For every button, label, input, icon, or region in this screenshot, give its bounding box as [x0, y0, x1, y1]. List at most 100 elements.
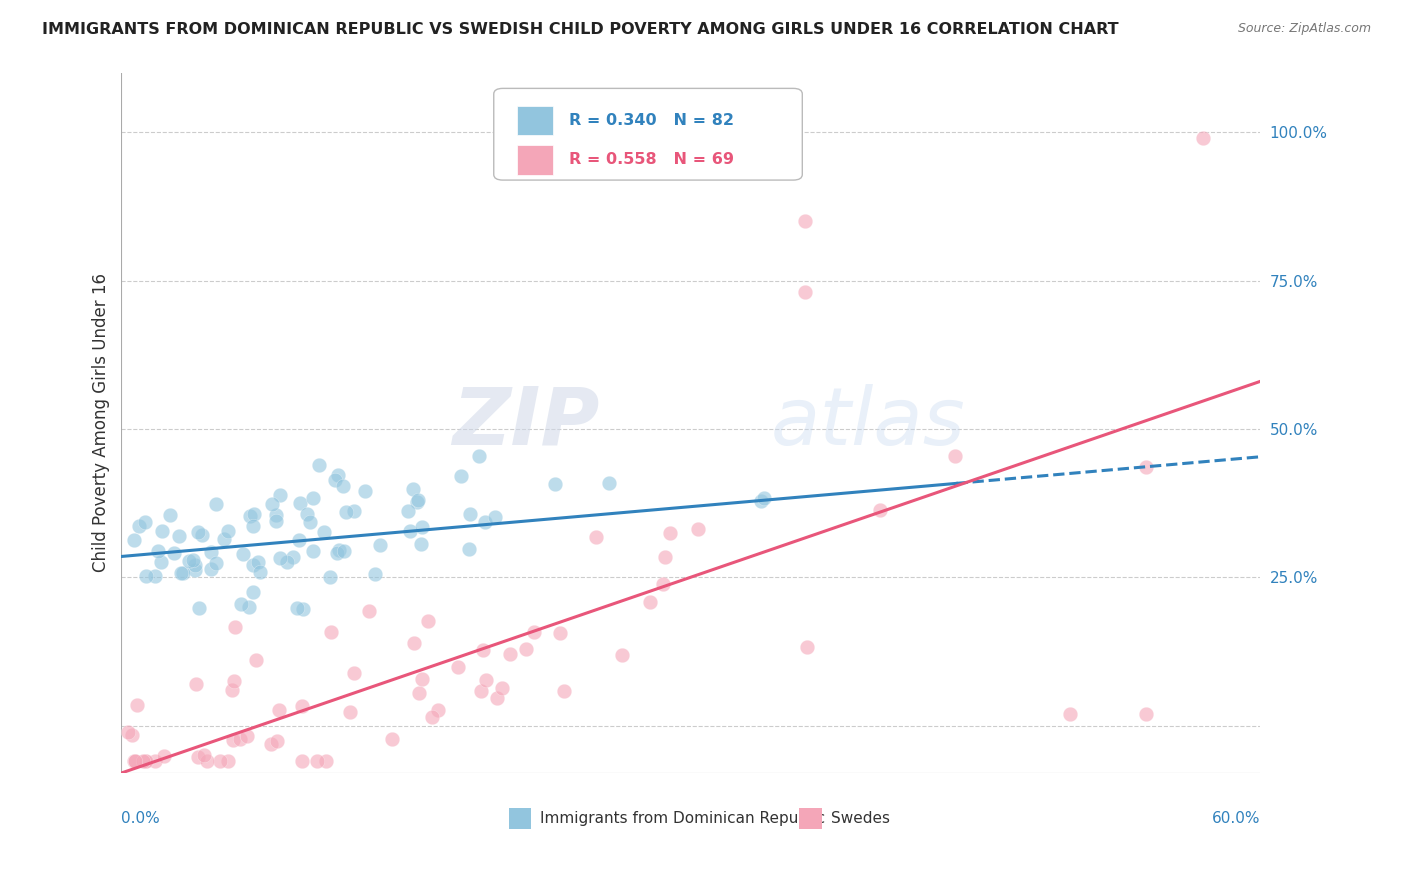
Point	[214, 532, 236, 546]
Point	[269, 488, 291, 502]
Point	[404, 636, 426, 650]
Point	[314, 524, 336, 539]
Point	[264, 508, 287, 522]
Point	[315, 754, 337, 768]
Y-axis label: Child Poverty Among Girls Under 16: Child Poverty Among Girls Under 16	[93, 274, 110, 573]
Text: atlas: atlas	[770, 384, 965, 462]
Point	[153, 748, 176, 763]
Point	[446, 660, 468, 674]
Point	[598, 475, 620, 490]
Text: Swedes: Swedes	[831, 811, 890, 826]
Point	[416, 614, 439, 628]
Point	[232, 547, 254, 561]
Point	[343, 504, 366, 518]
Point	[217, 754, 239, 768]
Point	[117, 724, 139, 739]
Point	[553, 684, 575, 698]
Point	[486, 690, 509, 705]
Point	[122, 533, 145, 547]
Point	[640, 595, 662, 609]
Point	[515, 642, 537, 657]
Point	[224, 620, 246, 634]
Text: IMMIGRANTS FROM DOMINICAN REPUBLIC VS SWEDISH CHILD POVERTY AMONG GIRLS UNDER 16: IMMIGRANTS FROM DOMINICAN REPUBLIC VS SW…	[42, 22, 1119, 37]
Point	[132, 754, 155, 768]
Point	[249, 565, 271, 579]
Point	[200, 562, 222, 576]
Point	[475, 673, 498, 687]
Point	[222, 732, 245, 747]
Point	[335, 505, 357, 519]
Point	[204, 497, 226, 511]
Point	[585, 530, 607, 544]
Point	[470, 683, 492, 698]
Point	[217, 524, 239, 538]
Point	[1135, 460, 1157, 475]
Point	[135, 754, 157, 768]
Point	[472, 643, 495, 657]
Point	[458, 542, 481, 557]
Point	[326, 546, 349, 560]
Point	[292, 601, 315, 615]
Point	[187, 750, 209, 764]
Point	[191, 528, 214, 542]
Point	[163, 546, 186, 560]
Point	[195, 754, 218, 768]
Point	[269, 551, 291, 566]
Point	[427, 703, 450, 717]
Point	[193, 747, 215, 762]
Point	[169, 529, 191, 543]
Text: ZIP: ZIP	[453, 384, 599, 462]
Point	[332, 479, 354, 493]
Point	[288, 496, 311, 510]
Point	[200, 545, 222, 559]
Point	[548, 626, 571, 640]
Point	[134, 516, 156, 530]
Point	[260, 737, 283, 751]
Point	[405, 495, 427, 509]
Point	[332, 544, 354, 558]
FancyBboxPatch shape	[494, 88, 803, 180]
Point	[1192, 131, 1215, 145]
Point	[262, 497, 284, 511]
Point	[209, 754, 232, 768]
Bar	[516, 145, 553, 175]
Point	[363, 567, 385, 582]
Point	[204, 556, 226, 570]
Point	[288, 533, 311, 548]
Point	[184, 563, 207, 577]
Point	[325, 473, 347, 487]
Point	[146, 544, 169, 558]
Point	[869, 503, 891, 517]
Point	[368, 538, 391, 552]
Point	[145, 754, 167, 768]
Point	[128, 519, 150, 533]
Point	[411, 673, 433, 687]
Point	[450, 469, 472, 483]
Point	[236, 729, 259, 743]
Point	[149, 555, 172, 569]
Bar	[799, 808, 821, 829]
Point	[143, 569, 166, 583]
Point	[749, 493, 772, 508]
Point	[299, 515, 322, 529]
Point	[242, 558, 264, 573]
Text: Source: ZipAtlas.com: Source: ZipAtlas.com	[1237, 22, 1371, 36]
Point	[124, 754, 146, 768]
Point	[179, 553, 201, 567]
Point	[122, 754, 145, 768]
Point	[399, 524, 422, 539]
Point	[408, 686, 430, 700]
Point	[458, 507, 481, 521]
Point	[181, 553, 204, 567]
Point	[291, 754, 314, 768]
Point	[328, 468, 350, 483]
Point	[221, 682, 243, 697]
Point	[752, 491, 775, 505]
Point	[224, 674, 246, 689]
Text: 60.0%: 60.0%	[1212, 812, 1260, 827]
Point	[359, 604, 381, 618]
Point	[159, 508, 181, 522]
Point	[328, 543, 350, 558]
Point	[242, 585, 264, 599]
Point	[188, 601, 211, 615]
